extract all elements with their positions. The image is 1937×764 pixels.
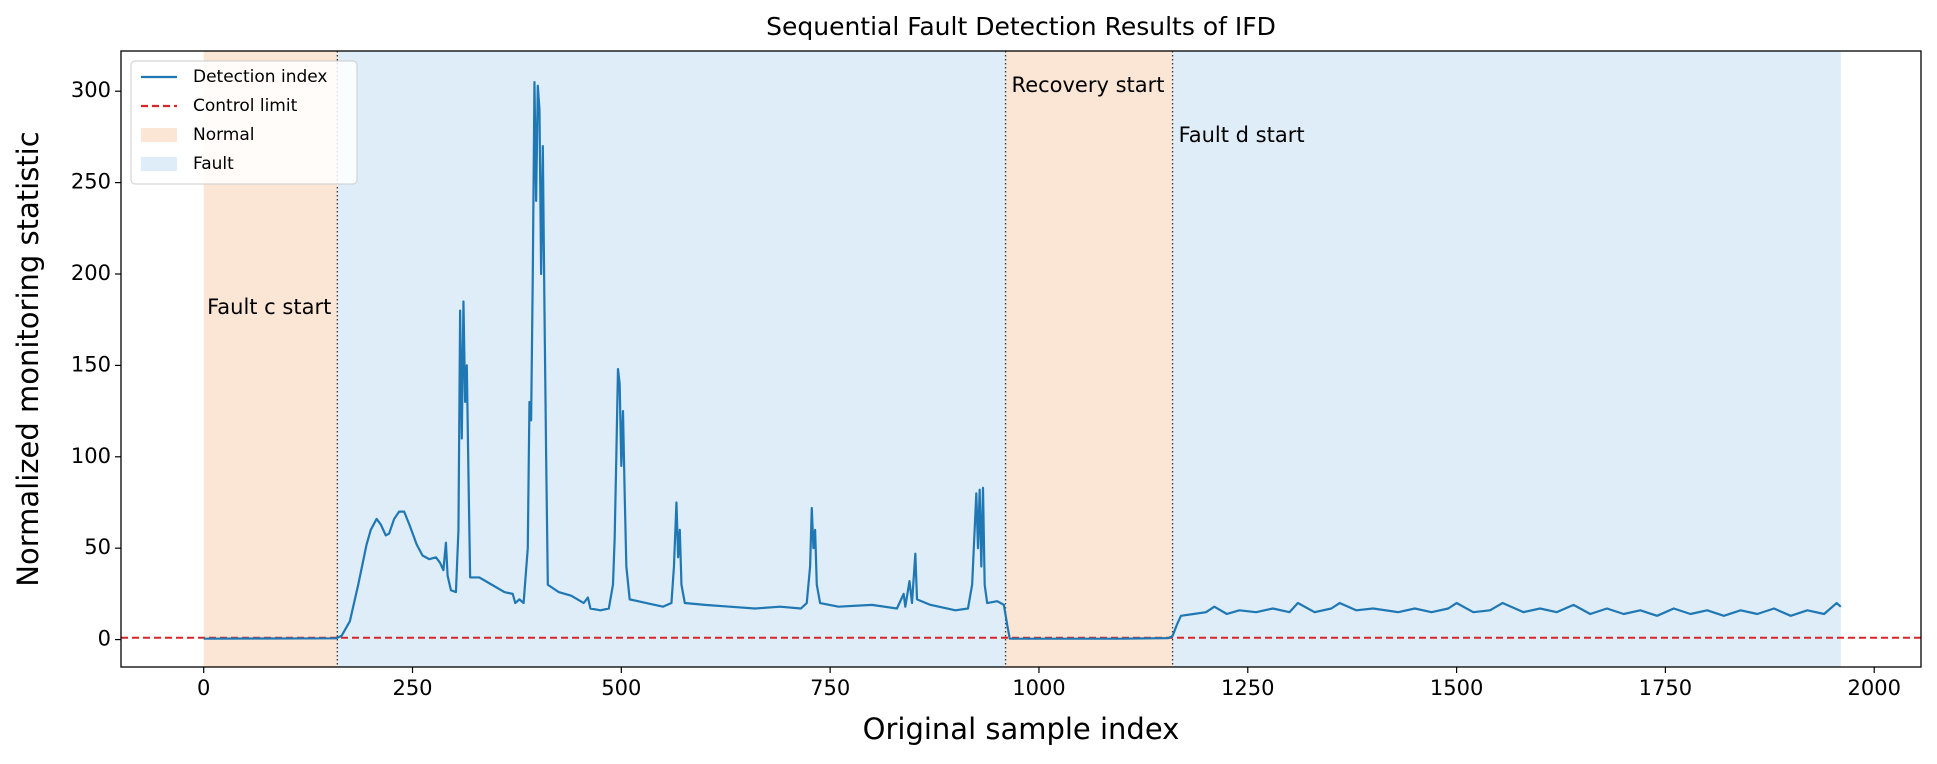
x-tick-label: 2000 — [1847, 676, 1900, 700]
annotation: Fault d start — [1179, 123, 1305, 147]
annotation: Recovery start — [1012, 73, 1165, 97]
x-tick-label: 1750 — [1639, 676, 1692, 700]
y-tick-label: 250 — [71, 170, 111, 194]
legend-label: Control limit — [193, 96, 298, 116]
chart-title: Sequential Fault Detection Results of IF… — [766, 12, 1276, 41]
x-tick-label: 250 — [392, 676, 432, 700]
axes-frame — [120, 50, 1922, 668]
x-tick-label: 1000 — [1012, 676, 1065, 700]
y-tick-label: 200 — [71, 261, 111, 285]
y-tick-label: 100 — [71, 444, 111, 468]
region — [1172, 51, 1841, 667]
region — [337, 51, 1006, 667]
y-tick-label: 50 — [84, 535, 111, 559]
annotation: Fault c start — [207, 295, 331, 319]
y-tick-label: 150 — [71, 352, 111, 376]
x-axis-label: Original sample index — [863, 712, 1180, 746]
legend-box — [130, 60, 358, 185]
y-tick-label: 0 — [98, 627, 111, 651]
y-axis-label: Normalized monitoring statistic — [11, 131, 45, 586]
detection-line — [203, 80, 1842, 640]
x-tick-label: 1500 — [1430, 676, 1483, 700]
plot-area — [121, 51, 1921, 667]
region — [1005, 51, 1173, 667]
x-tick-label: 500 — [601, 676, 641, 700]
legend-swatch — [141, 157, 177, 171]
x-tick-label: 750 — [810, 676, 850, 700]
legend-label: Fault — [193, 154, 234, 174]
x-tick-label: 0 — [197, 676, 210, 700]
x-tick-label: 1250 — [1221, 676, 1274, 700]
legend-swatch — [141, 128, 177, 142]
legend-label: Normal — [193, 125, 255, 145]
legend-label: Detection index — [193, 67, 328, 87]
y-tick-label: 300 — [71, 78, 111, 102]
